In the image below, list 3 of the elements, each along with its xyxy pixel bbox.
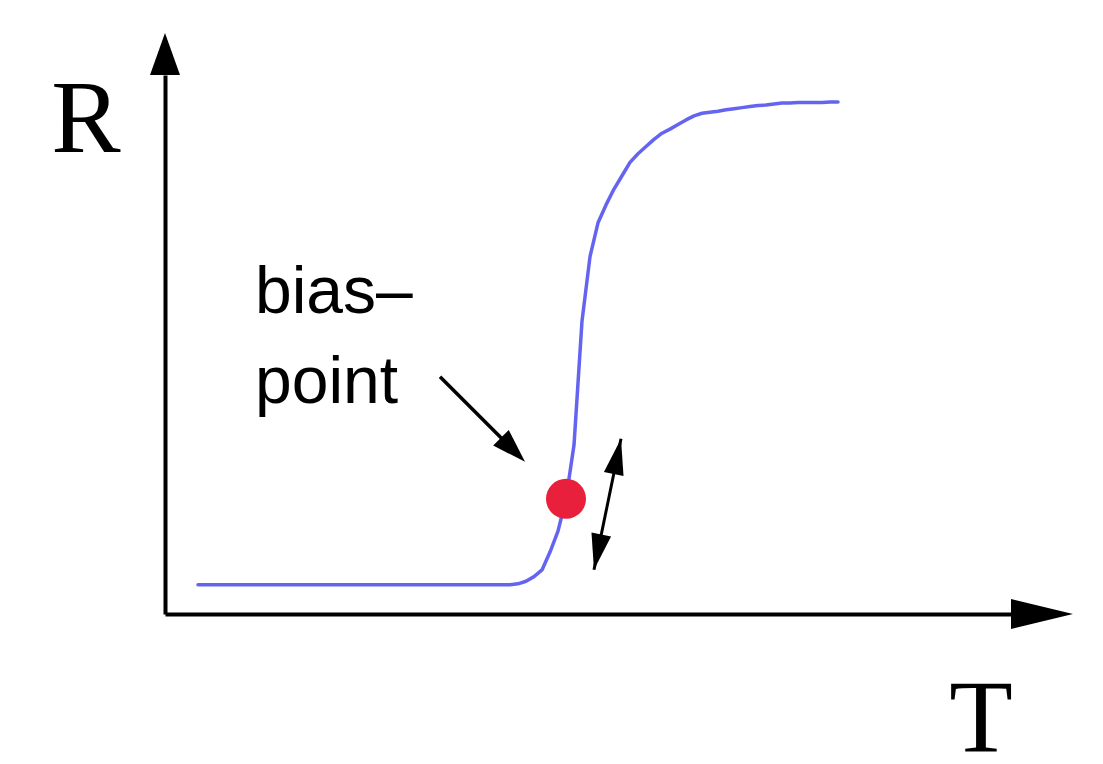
x-axis-title: T <box>949 659 1013 764</box>
y-axis-title: R <box>51 59 122 174</box>
annotation: bias– point <box>255 253 414 417</box>
